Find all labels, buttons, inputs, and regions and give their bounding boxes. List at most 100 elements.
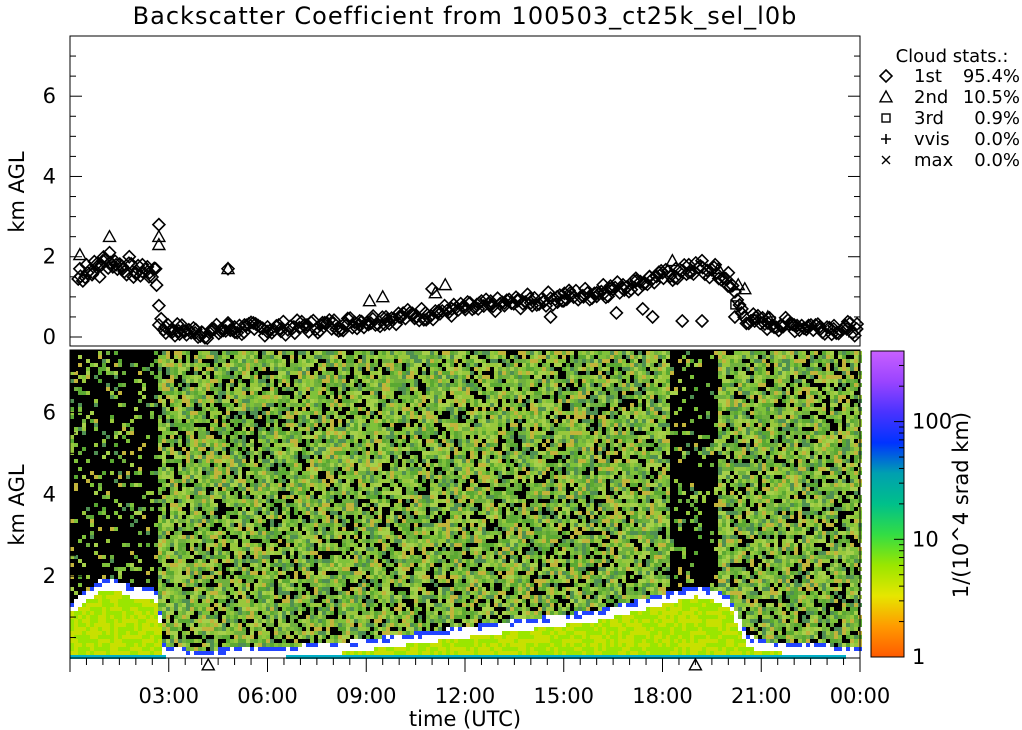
backscatter-cell	[138, 623, 142, 627]
backscatter-cell	[234, 439, 238, 443]
backscatter-cell	[282, 631, 286, 635]
backscatter-cell	[138, 483, 142, 487]
backscatter-cell	[266, 359, 270, 363]
backscatter-cell	[382, 359, 386, 363]
backscatter-cell	[178, 611, 182, 615]
backscatter-cell	[250, 523, 254, 527]
backscatter-cell	[234, 451, 238, 455]
backscatter-cell	[262, 395, 266, 399]
backscatter-cell	[326, 507, 330, 511]
backscatter-cell	[174, 403, 178, 407]
backscatter-cell	[90, 631, 94, 635]
backscatter-cell	[226, 583, 230, 587]
backscatter-cell	[338, 475, 342, 479]
backscatter-cell	[362, 395, 366, 399]
backscatter-cell	[174, 619, 178, 623]
backscatter-cell	[402, 387, 406, 391]
backscatter-cell	[202, 431, 206, 435]
backscatter-cell	[366, 463, 370, 467]
backscatter-cell	[250, 455, 254, 459]
backscatter-cell	[286, 631, 290, 635]
backscatter-cell	[238, 483, 242, 487]
backscatter-cell	[226, 527, 230, 531]
backscatter-cell	[374, 379, 378, 383]
backscatter-cell	[158, 539, 162, 543]
backscatter-cell	[406, 395, 410, 399]
backscatter-cell	[338, 507, 342, 511]
backscatter-cell	[206, 455, 210, 459]
backscatter-cell	[238, 471, 242, 475]
cloud-1st-point	[402, 305, 418, 320]
backscatter-cell	[342, 375, 346, 379]
backscatter-cell	[214, 415, 218, 419]
backscatter-cell	[262, 367, 266, 371]
backscatter-cell	[394, 639, 398, 643]
backscatter-cell	[166, 411, 170, 415]
backscatter-cell	[198, 539, 202, 543]
backscatter-cell	[210, 571, 214, 575]
backscatter-cell	[82, 595, 86, 599]
backscatter-cell	[318, 587, 322, 591]
backscatter-cell	[110, 391, 114, 395]
backscatter-cell	[242, 575, 246, 579]
backscatter-cell	[290, 371, 294, 375]
backscatter-cell	[314, 579, 318, 583]
backscatter-cell	[318, 355, 322, 359]
backscatter-cell	[106, 623, 110, 627]
backscatter-cell	[346, 519, 350, 523]
backscatter-cell	[318, 571, 322, 575]
backscatter-cell	[330, 355, 334, 359]
backscatter-cell	[222, 423, 226, 427]
backscatter-cell	[134, 647, 138, 651]
backscatter-cell	[110, 623, 114, 627]
backscatter-cell	[314, 467, 318, 471]
backscatter-cell	[350, 603, 354, 607]
backscatter-cell	[358, 371, 362, 375]
backscatter-cell	[318, 431, 322, 435]
backscatter-cell	[298, 563, 302, 567]
backscatter-cell	[210, 655, 214, 659]
backscatter-cell	[322, 495, 326, 499]
backscatter-cell	[130, 639, 134, 643]
backscatter-cell	[326, 355, 330, 359]
backscatter-cell	[286, 547, 290, 551]
backscatter-cell	[342, 603, 346, 607]
legend-diamond-icon	[878, 68, 894, 84]
backscatter-cell	[78, 575, 82, 579]
backscatter-cell	[190, 435, 194, 439]
backscatter-cell	[402, 395, 406, 399]
backscatter-cell	[274, 435, 278, 439]
backscatter-cell	[258, 559, 262, 563]
backscatter-cell	[406, 515, 410, 519]
backscatter-cell	[134, 607, 138, 611]
backscatter-cell	[226, 515, 230, 519]
backscatter-cell	[146, 403, 150, 407]
backscatter-cell	[114, 607, 118, 611]
backscatter-cell	[190, 535, 194, 539]
backscatter-cell	[342, 651, 346, 655]
backscatter-cell	[262, 635, 266, 639]
backscatter-cell	[218, 459, 222, 463]
backscatter-cell	[142, 591, 146, 595]
backscatter-cell	[266, 399, 270, 403]
backscatter-cell	[146, 435, 150, 439]
backscatter-cell	[302, 415, 306, 419]
backscatter-cell	[406, 399, 410, 403]
backscatter-cell	[370, 623, 374, 627]
backscatter-cell	[258, 459, 262, 463]
backscatter-cell	[190, 543, 194, 547]
backscatter-cell	[82, 591, 86, 595]
backscatter-cell	[390, 395, 394, 399]
backscatter-cell	[330, 647, 334, 651]
backscatter-cell	[318, 439, 322, 443]
backscatter-cell	[374, 603, 378, 607]
backscatter-cell	[166, 607, 170, 611]
backscatter-cell	[270, 519, 274, 523]
backscatter-cell	[122, 583, 126, 587]
backscatter-cell	[170, 587, 174, 591]
backscatter-cell	[274, 651, 278, 655]
backscatter-cell	[174, 607, 178, 611]
backscatter-cell	[274, 635, 278, 639]
backscatter-cell	[162, 423, 166, 427]
backscatter-cell	[314, 615, 318, 619]
